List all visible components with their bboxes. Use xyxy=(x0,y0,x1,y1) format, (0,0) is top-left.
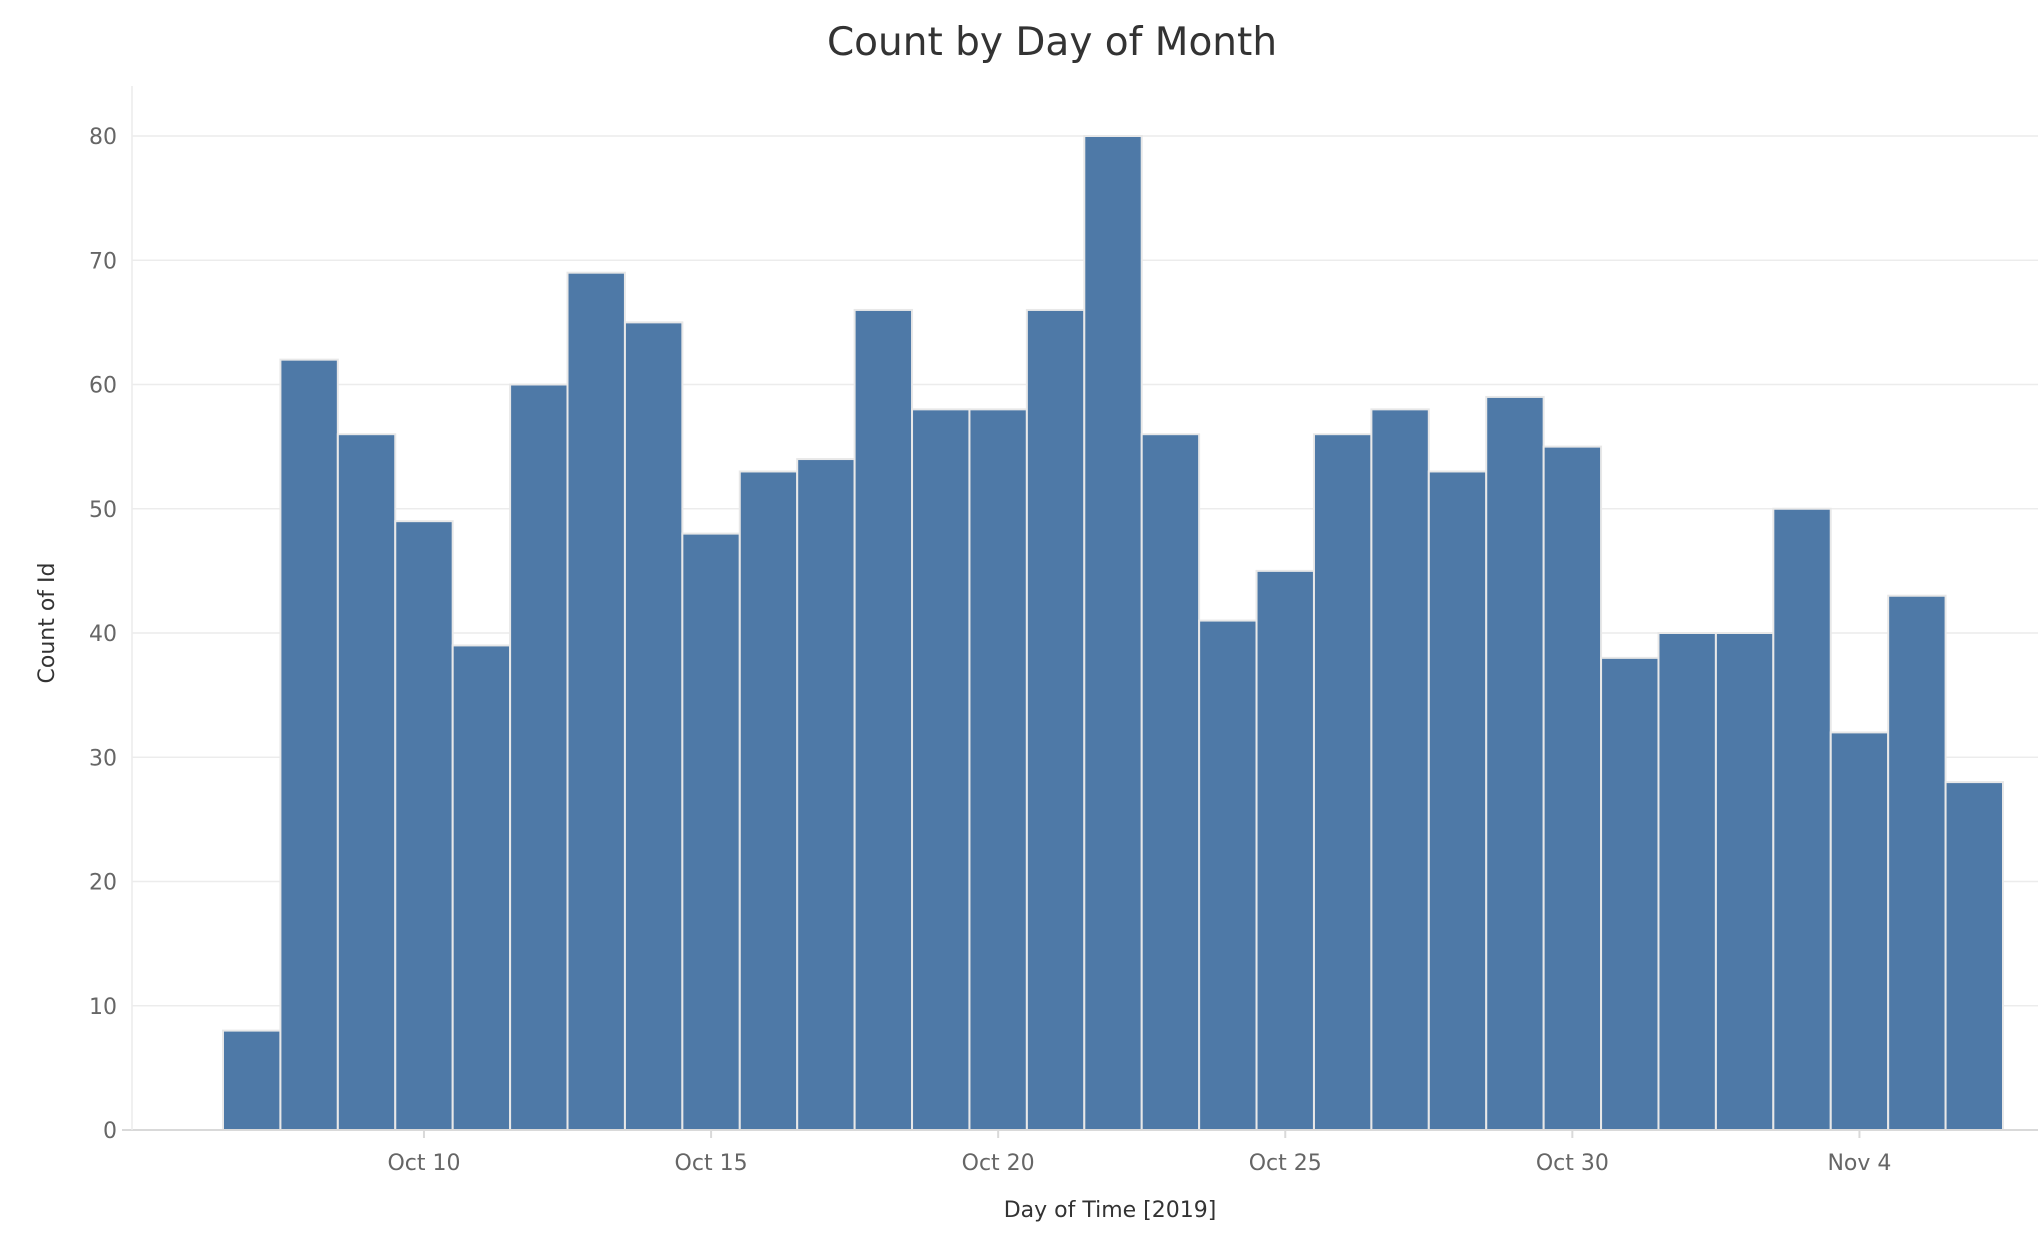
y-tick-label: 70 xyxy=(89,249,117,274)
bar-oct-21 xyxy=(1025,308,1086,1131)
bar-oct-10 xyxy=(394,520,454,1131)
bar-oct-16 xyxy=(738,470,799,1132)
bar-oct-26 xyxy=(1312,433,1373,1131)
bar-oct-28 xyxy=(1427,470,1488,1132)
bar-nov-1 xyxy=(1657,632,1717,1131)
y-axis-ticks: 0 10 20 30 40 50 60 70 80 xyxy=(89,125,117,1144)
y-axis-title: Count of Id xyxy=(35,563,60,684)
y-tick-label: 40 xyxy=(89,622,117,647)
y-tick-label: 10 xyxy=(89,995,117,1020)
bar-oct-8 xyxy=(279,358,339,1131)
bar-oct-27 xyxy=(1370,408,1430,1132)
axes xyxy=(122,86,2038,1131)
bar-nov-3 xyxy=(1772,507,1832,1131)
bar-oct-31 xyxy=(1600,656,1660,1131)
bar-oct-12 xyxy=(509,383,569,1131)
x-tick-label: Oct 10 xyxy=(387,1151,460,1176)
bar-oct-9 xyxy=(336,433,397,1131)
bars xyxy=(222,135,2005,1132)
bar-oct-11 xyxy=(451,644,512,1131)
x-tick-label: Oct 20 xyxy=(962,1151,1035,1176)
x-tick-label: Oct 25 xyxy=(1249,1151,1322,1176)
bar-oct-15 xyxy=(681,532,741,1131)
bar-oct-22 xyxy=(1083,135,1143,1131)
bar-nov-2 xyxy=(1714,632,1775,1131)
y-tick-label: 0 xyxy=(103,1119,117,1144)
bar-oct-13 xyxy=(566,271,626,1131)
x-tick-label: Oct 30 xyxy=(1536,1151,1609,1176)
y-tick-label: 20 xyxy=(89,871,117,896)
x-axis-title: Day of Time [2019] xyxy=(1004,1198,1217,1223)
bar-oct-30 xyxy=(1542,445,1603,1131)
bar-oct-25 xyxy=(1255,569,1315,1131)
x-tick-label: Nov 4 xyxy=(1827,1151,1891,1176)
bar-oct-24 xyxy=(1198,619,1258,1131)
bar-oct-7 xyxy=(222,1029,282,1131)
y-tick-label: 50 xyxy=(89,498,117,523)
bar-oct-18 xyxy=(853,308,914,1131)
y-tick-label: 30 xyxy=(89,746,117,771)
bar-oct-29 xyxy=(1485,395,1545,1131)
bar-nov-6 xyxy=(1944,781,2005,1131)
bar-oct-14 xyxy=(623,321,684,1131)
bar-oct-20 xyxy=(968,408,1028,1132)
y-tick-label: 80 xyxy=(89,125,117,150)
bar-nov-4 xyxy=(1829,731,1890,1132)
chart-title: Count by Day of Month xyxy=(827,20,1277,65)
x-axis-ticks: Oct 10 Oct 15 Oct 20 Oct 25 Oct 30 Nov 4 xyxy=(387,1130,1891,1176)
bar-nov-5 xyxy=(1887,594,1947,1131)
bar-oct-23 xyxy=(1140,433,1201,1131)
bar-oct-19 xyxy=(911,408,971,1132)
y-tick-label: 60 xyxy=(89,374,117,399)
bar-oct-17 xyxy=(796,458,856,1131)
x-tick-label: Oct 15 xyxy=(675,1151,748,1176)
